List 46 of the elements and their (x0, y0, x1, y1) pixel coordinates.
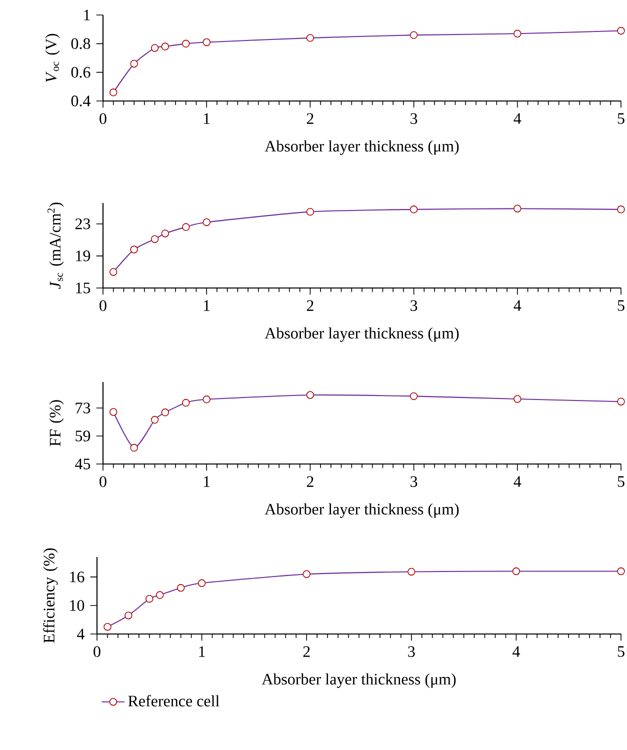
x-tick-label: 2 (306, 113, 314, 124)
x-axis-title: Absorber layer thickness (μm) (264, 503, 459, 518)
x-tick-label: 3 (410, 113, 418, 124)
y-tick-label: 16 (70, 572, 84, 582)
x-tick-label: 3 (410, 476, 418, 487)
x-tick-label: 3 (410, 300, 418, 312)
x-tick-label: 4 (514, 113, 522, 124)
x-tick-label: 2 (306, 476, 314, 487)
x-tick-label: 1 (204, 113, 210, 124)
y-axis-title: J$_{sc}$ (mA/cm$^{2}$) (48, 202, 64, 289)
x-tick-label: 1 (199, 646, 205, 657)
y-tick-label: 59 (76, 430, 90, 442)
y-tick-label: 0.8 (71, 38, 90, 50)
x-tick-label: 0 (94, 646, 100, 658)
x-axis-title: Absorber layer thickness (μm) (264, 327, 459, 342)
y-tick-label: 0.6 (71, 66, 90, 78)
x-tick-label: 0 (100, 476, 106, 488)
x-tick-label: 3 (408, 646, 415, 657)
y-tick-label: 15 (76, 282, 90, 294)
x-tick-label: 4 (512, 646, 520, 657)
x-tick-label: 2 (303, 646, 310, 657)
x-tick-label: 4 (514, 300, 522, 311)
y-tick-label: 73 (76, 402, 90, 414)
y-tick-label: 0.4 (71, 96, 90, 106)
x-tick-label: 4 (514, 476, 522, 487)
legend-label: Reference cell (128, 695, 220, 706)
y-tick-label: 10 (70, 600, 84, 611)
y-axis-title: FF (%) (49, 400, 64, 446)
x-tick-label: 1 (204, 476, 210, 487)
y-tick-label: 4 (77, 628, 84, 640)
x-tick-label: 1 (204, 300, 210, 311)
y-tick-label: 23 (75, 218, 90, 230)
x-axis-title: Absorber layer thickness (μm) (264, 140, 459, 155)
x-tick-label: 2 (306, 300, 314, 311)
y-axis-title: V$_{oc}$ (V) (45, 34, 60, 82)
x-tick-label: 0 (100, 300, 106, 312)
x-axis-title: Absorber layer thickness (μm) (262, 673, 456, 688)
y-tick-label: 19 (76, 250, 90, 262)
y-axis-title: Efficiency (%) (43, 548, 58, 643)
y-tick-label: 1 (84, 10, 90, 20)
x-tick-label: 5 (618, 646, 624, 657)
x-tick-label: 5 (618, 300, 624, 311)
y-tick-label: 45 (75, 458, 90, 470)
x-tick-label: 0 (100, 113, 106, 124)
x-tick-label: 5 (618, 113, 624, 124)
x-tick-label: 5 (618, 476, 624, 487)
